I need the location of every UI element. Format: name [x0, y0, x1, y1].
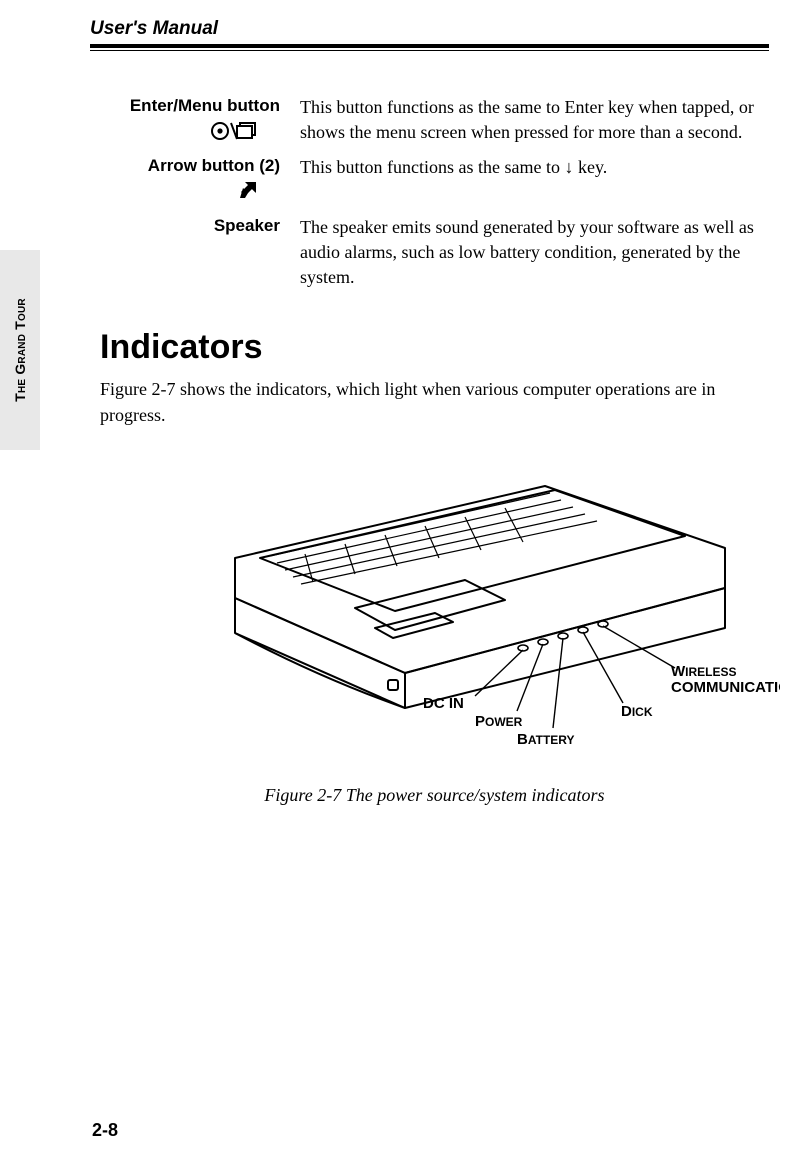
definition-term: Arrow button (2) — [90, 155, 300, 209]
page-number: 2-8 — [92, 1120, 118, 1141]
definition-term: Speaker — [90, 215, 300, 238]
definition-row: Arrow button (2) This button functions a… — [90, 155, 769, 209]
page: User's Manual The Grand Tour Enter/Menu … — [0, 0, 787, 1167]
callout-wireless-2: COMMUNICATION — [671, 679, 780, 696]
enter-menu-icon — [90, 120, 280, 149]
chapter-tab-label: The Grand Tour — [12, 298, 28, 402]
callout-power: POWER — [475, 713, 523, 730]
callout-disk: DICK — [621, 703, 653, 720]
definition-term: Enter/Menu button — [90, 95, 300, 149]
arrow-up-right-icon — [90, 180, 280, 209]
definition-desc: The speaker emits sound generated by you… — [300, 215, 769, 291]
term-text: Arrow button (2) — [148, 156, 280, 175]
figure-2-7: DC IN POWER BATTERY DICK WIRELESS COMMUN… — [205, 478, 765, 763]
section-heading: Indicators — [100, 328, 769, 367]
header-title: User's Manual — [90, 18, 769, 40]
callout-dcin: DC IN — [423, 695, 464, 712]
term-text: Speaker — [214, 216, 280, 235]
rule-thin — [90, 50, 769, 51]
term-text: Enter/Menu button — [130, 96, 280, 115]
rule-thick — [90, 44, 769, 48]
callout-wireless-1: WIRELESS — [671, 663, 737, 680]
callout-battery: BATTERY — [517, 731, 575, 748]
section-intro: Figure 2-7 shows the indicators, which l… — [100, 377, 769, 427]
figure-caption: Figure 2-7 The power source/system indic… — [100, 785, 769, 806]
definition-row: Speaker The speaker emits sound generate… — [90, 215, 769, 291]
definition-desc: This button functions as the same to Ent… — [300, 95, 769, 145]
definition-row: Enter/Menu button This button functions … — [90, 95, 769, 149]
chapter-tab: The Grand Tour — [0, 250, 40, 450]
definition-desc: This button functions as the same to ↓ k… — [300, 155, 769, 180]
definition-list: Enter/Menu button This button functions … — [90, 95, 769, 290]
